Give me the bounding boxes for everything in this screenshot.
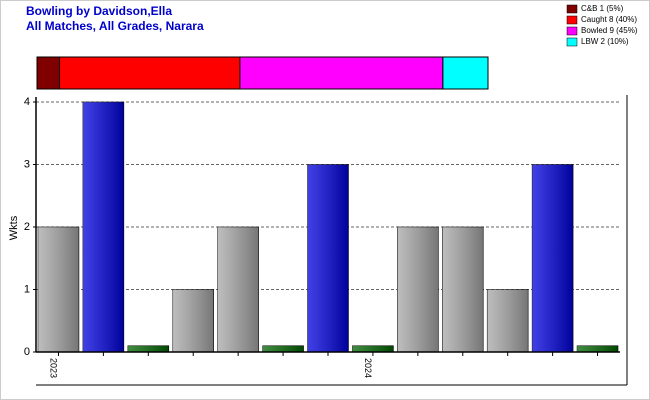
bar-shade	[82, 102, 124, 352]
chart-subtitle: All Matches, All Grades, Narara	[26, 19, 204, 33]
proportion-segment	[442, 56, 489, 90]
bar-shade	[532, 164, 574, 352]
y-tick-label: 4	[24, 96, 30, 108]
proportion-segment	[239, 56, 444, 90]
legend-swatch	[566, 4, 578, 14]
bar-shade	[217, 227, 259, 352]
legend-label: C&B 1 (5%)	[581, 4, 624, 13]
bar-shade	[172, 289, 214, 352]
x-tick-label: 2024	[363, 358, 373, 378]
legend-swatch	[566, 26, 578, 36]
y-tick-label: 1	[24, 283, 30, 295]
bar-shade	[38, 227, 79, 352]
proportion-segment	[59, 56, 241, 90]
y-axis-label: Wkts	[8, 215, 20, 240]
bar-shade	[577, 345, 618, 352]
bar-shade	[127, 345, 169, 352]
y-tick-label: 2	[24, 221, 30, 233]
legend-swatch	[566, 37, 578, 47]
bar-shade	[352, 345, 394, 352]
y-tick-label: 3	[24, 158, 30, 170]
bar-shade	[307, 164, 349, 352]
bar-shade	[442, 227, 484, 352]
bar-shade	[487, 289, 529, 352]
legend-swatch	[566, 15, 578, 25]
legend-label: LBW 2 (10%)	[581, 37, 629, 46]
legend-label: Bowled 9 (45%)	[581, 26, 638, 35]
x-tick-label: 2023	[49, 358, 59, 378]
bar-shade	[397, 227, 439, 352]
chart-title: Bowling by Davidson,Ella	[26, 4, 172, 18]
proportion-segment	[36, 56, 61, 90]
y-tick-label: 0	[24, 346, 30, 358]
bar-shade	[262, 345, 304, 352]
legend-label: Caught 8 (40%)	[581, 15, 637, 24]
